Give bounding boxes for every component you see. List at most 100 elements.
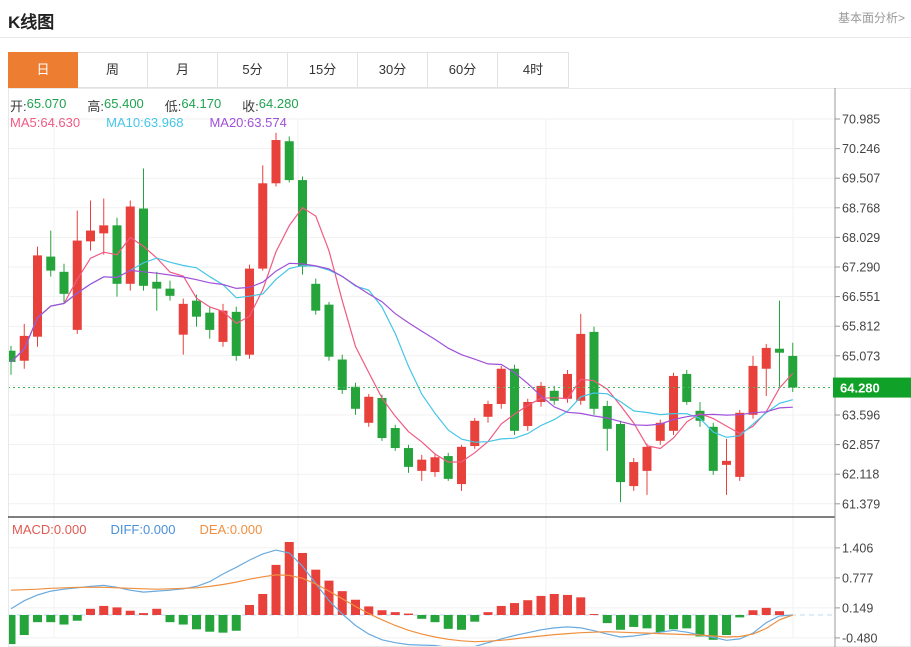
macd-axis-label: -0.480 xyxy=(842,631,877,645)
candle-body xyxy=(218,310,228,342)
candle-body xyxy=(324,304,334,357)
macd-histogram-bar xyxy=(205,615,215,632)
candle-body xyxy=(775,348,784,353)
macd-histogram-bar xyxy=(722,615,731,636)
price-axis-label: 69.507 xyxy=(842,172,880,186)
candle-body xyxy=(46,256,56,271)
ma10-line xyxy=(10,257,793,443)
candle-body xyxy=(284,141,294,181)
price-axis-label: 70.985 xyxy=(842,113,880,127)
candle-body xyxy=(377,397,387,439)
candle-body xyxy=(59,271,69,294)
macd-histogram-bar xyxy=(8,615,16,645)
tab-day[interactable]: 日 xyxy=(8,52,78,88)
candle-body xyxy=(8,350,16,362)
macd-histogram-bar xyxy=(549,594,559,615)
candle-body xyxy=(669,375,678,431)
macd-histogram-bar xyxy=(496,605,506,615)
candlestick-macd-chart[interactable]: 70.985 70.246 69.507 68.768 68.029 67.290 66.5… xyxy=(8,88,911,647)
macd-histogram-bar xyxy=(59,615,69,625)
macd-histogram-bar xyxy=(695,615,705,637)
candle-body xyxy=(125,206,135,284)
price-axis-label: 61.379 xyxy=(842,497,880,511)
page-title: K线图 xyxy=(8,13,55,32)
macd-histogram-bar xyxy=(324,580,334,615)
candle-body xyxy=(205,312,215,330)
macd-histogram-bar xyxy=(708,615,718,640)
fundamental-analysis-link[interactable]: 基本面分析> xyxy=(837,11,905,25)
macd-histogram-bar xyxy=(218,615,228,633)
candle-body xyxy=(682,373,692,402)
macd-histogram-bar xyxy=(483,612,493,615)
tab-5min[interactable]: 5分 xyxy=(218,53,288,87)
candle-body xyxy=(655,422,665,441)
macd-histogram-bar xyxy=(536,595,546,615)
macd-histogram-bar xyxy=(192,615,201,630)
macd-histogram-bar xyxy=(616,615,625,630)
tab-60min[interactable]: 60分 xyxy=(428,53,498,87)
candle-body xyxy=(496,368,506,404)
candle-body xyxy=(351,386,360,409)
candle-body xyxy=(483,403,493,417)
candle-body xyxy=(576,333,586,401)
diff-line xyxy=(10,549,793,647)
macd-histogram-bar xyxy=(311,569,321,615)
macd-histogram-bar xyxy=(682,615,692,629)
candle-body xyxy=(390,428,400,449)
macd-histogram-bar xyxy=(775,611,784,615)
candle-body xyxy=(735,412,745,477)
tab-week[interactable]: 周 xyxy=(78,53,148,87)
tab-month[interactable]: 月 xyxy=(148,53,218,87)
candle-body xyxy=(298,180,307,267)
price-axis-label: 62.118 xyxy=(842,468,879,482)
ma5-line xyxy=(10,206,794,463)
macd-histogram-bar xyxy=(430,615,440,623)
macd-histogram-bar xyxy=(231,615,241,631)
macd-histogram-bar xyxy=(761,607,771,615)
macd-histogram-bar xyxy=(178,615,188,625)
candle-body xyxy=(788,355,798,388)
candle-body xyxy=(231,311,241,356)
macd-histogram-bar xyxy=(589,614,599,616)
macd-histogram-bar xyxy=(642,615,652,629)
tab-4hour[interactable]: 4时 xyxy=(498,53,568,87)
macd-histogram-bar xyxy=(298,552,307,615)
macd-histogram-bar xyxy=(125,610,135,615)
macd-histogram-bar xyxy=(271,564,281,615)
current-price-badge-text: 64.280 xyxy=(840,380,880,395)
candle-body xyxy=(364,396,374,423)
candle-body xyxy=(417,459,427,471)
macd-histogram-bar xyxy=(112,607,122,615)
dea-line xyxy=(10,574,794,643)
tab-30min[interactable]: 30分 xyxy=(358,53,428,87)
candle-body xyxy=(443,456,453,479)
candle-body xyxy=(152,281,162,289)
price-axis-label: 63.596 xyxy=(842,409,880,423)
ma20-line xyxy=(10,262,793,427)
macd-histogram-bar xyxy=(258,594,268,615)
candle-body xyxy=(178,303,188,335)
price-axis-label: 65.812 xyxy=(842,320,880,334)
macd-histogram-bar xyxy=(165,615,175,623)
price-axis-label: 68.768 xyxy=(842,201,880,215)
candle-body xyxy=(616,424,625,483)
tab-15min[interactable]: 15分 xyxy=(288,53,358,87)
chart-area[interactable]: 70.985 70.246 69.507 68.768 68.029 67.290 66.5… xyxy=(8,88,911,647)
macd-histogram-bar xyxy=(735,615,745,618)
macd-histogram-bar xyxy=(576,597,586,615)
macd-histogram-bar xyxy=(19,615,29,636)
macd-histogram-bar xyxy=(629,615,639,627)
macd-histogram-bar xyxy=(152,608,162,615)
macd-histogram-bar xyxy=(364,606,374,615)
macd-histogram-bar xyxy=(443,615,453,629)
macd-histogram-bar xyxy=(563,594,572,615)
macd-histogram-bar xyxy=(46,615,56,623)
candle-body xyxy=(430,457,440,473)
price-axis-label: 68.029 xyxy=(842,231,880,245)
candle-body xyxy=(271,140,281,184)
candle-body xyxy=(33,255,42,337)
candle-body xyxy=(536,385,546,402)
candle-body xyxy=(72,240,82,330)
macd-histogram-bar xyxy=(417,615,427,619)
